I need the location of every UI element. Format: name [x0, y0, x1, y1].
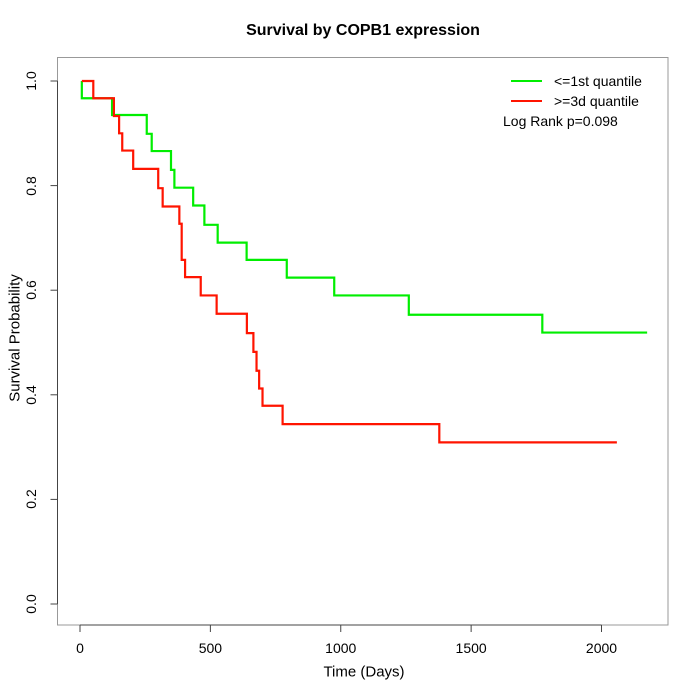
km-curve-high-expression — [81, 79, 617, 444]
legend: <=1st quantile >=3d quantile — [511, 71, 642, 111]
x-tick-label: 500 — [198, 640, 223, 656]
plot-box — [57, 57, 669, 626]
legend-label-low: <=1st quantile — [554, 73, 642, 89]
y-tick-label: 0.8 — [23, 175, 39, 196]
y-tick-label: 0.4 — [23, 385, 39, 405]
legend-label-high: >=3d quantile — [554, 93, 639, 109]
x-tick-label: 1000 — [325, 640, 357, 656]
y-tick-label: 0.2 — [23, 489, 39, 510]
km-curve-low-expression — [80, 81, 648, 334]
x-tick-label: 1500 — [455, 640, 487, 656]
y-tick-label: 0.0 — [23, 594, 39, 614]
y-tick-label: 1.0 — [23, 71, 39, 91]
x-tick-label: 2000 — [585, 640, 618, 656]
legend-line-red-icon — [511, 100, 542, 102]
x-tick-label: 0 — [76, 640, 84, 656]
legend-item-high: >=3d quantile — [511, 91, 642, 111]
legend-line-green-icon — [511, 80, 542, 82]
y-tick-label: 0.6 — [23, 280, 39, 300]
y-axis-label: Survival Probability — [6, 274, 24, 402]
chart-title: Survival by COPB1 expression — [246, 22, 480, 39]
log-rank-annotation: Log Rank p=0.098 — [503, 113, 618, 129]
x-axis-label: Time (Days) — [323, 663, 405, 681]
legend-item-low: <=1st quantile — [511, 71, 642, 91]
